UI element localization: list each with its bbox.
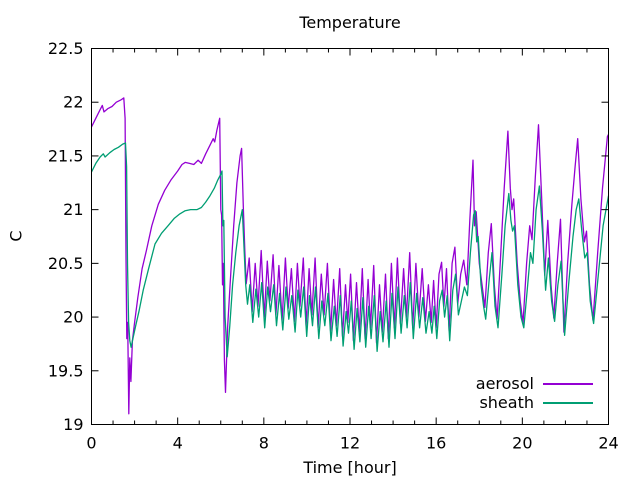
chart-title: Temperature — [299, 13, 401, 32]
y-tick-label: 21 — [63, 200, 83, 219]
y-tick-label: 22.5 — [48, 39, 84, 58]
y-axis-label: C — [6, 230, 26, 242]
legend-line-sheath — [543, 401, 593, 404]
legend-entry-aerosol: aerosol — [476, 374, 593, 393]
y-tick-label: 21.5 — [48, 146, 84, 165]
y-tick-label: 19 — [63, 415, 83, 434]
x-tick-label: 16 — [426, 434, 446, 453]
x-tick-label: 20 — [512, 434, 532, 453]
legend-label-sheath: sheath — [479, 393, 534, 412]
x-tick-label: 12 — [340, 434, 360, 453]
legend-line-aerosol — [543, 382, 593, 385]
x-tick-label: 8 — [259, 434, 269, 453]
legend-entry-sheath: sheath — [476, 393, 593, 412]
y-tick-label: 22 — [63, 93, 83, 112]
series-line-sheath — [90, 142, 610, 358]
y-tick-label: 20 — [63, 308, 83, 327]
legend: aerosol sheath — [476, 374, 593, 412]
legend-label-aerosol: aerosol — [475, 374, 534, 393]
y-tick-label: 20.5 — [48, 254, 84, 273]
x-axis-label: Time [hour] — [303, 458, 397, 477]
y-tick-label: 19.5 — [48, 361, 84, 380]
x-tick-label: 4 — [173, 434, 183, 453]
x-tick-label: 0 — [86, 434, 96, 453]
x-tick-label: 24 — [598, 434, 618, 453]
